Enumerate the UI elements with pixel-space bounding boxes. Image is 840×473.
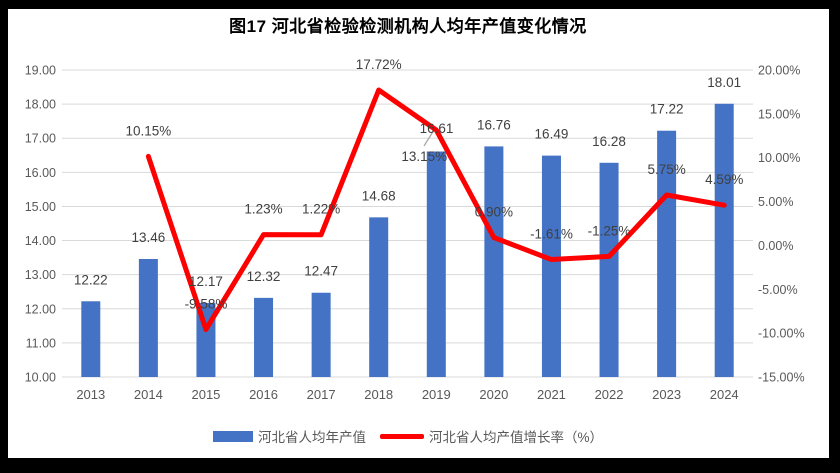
left-axis-tick: 12.00: [25, 302, 56, 316]
right-axis-tick: -15.00%: [758, 371, 805, 385]
bar-value-label: 12.17: [189, 274, 223, 289]
bar-value-label: 16.61: [420, 121, 454, 136]
label-leader-line: [423, 129, 435, 147]
right-axis-tick: 15.00%: [758, 107, 800, 121]
bar-value-label: 16.49: [535, 127, 569, 142]
bar-value-label: 14.68: [362, 188, 396, 203]
bar-series-swatch-icon: [212, 430, 253, 442]
bar: [138, 258, 158, 377]
bar-value-label: 17.22: [650, 102, 684, 117]
growth-value-label: 17.72%: [356, 57, 402, 72]
bar: [541, 155, 561, 377]
bar: [254, 297, 274, 377]
growth-value-label: 0.90%: [475, 205, 513, 220]
bar: [369, 217, 389, 377]
bar-value-label: 18.01: [707, 75, 741, 90]
left-axis-tick: 16.00: [25, 166, 56, 180]
bar: [484, 146, 504, 377]
x-axis-label: 2022: [595, 387, 624, 402]
left-axis-tick: 13.00: [25, 268, 56, 282]
bar-value-label: 16.28: [592, 134, 626, 149]
x-axis-label: 2017: [307, 387, 336, 402]
x-axis-label: 2013: [76, 387, 105, 402]
bar: [599, 162, 619, 377]
x-axis-label: 2014: [134, 387, 163, 402]
growth-value-label: 13.15%: [401, 149, 447, 164]
x-axis-label: 2018: [364, 387, 393, 402]
growth-line: [145, 87, 727, 332]
left-axis-tick: 14.00: [25, 234, 56, 248]
left-axis-tick: 15.00: [25, 200, 56, 214]
bar: [714, 103, 734, 378]
right-axis-tick: -10.00%: [758, 327, 805, 341]
left-axis-tick: 18.00: [25, 98, 56, 112]
x-axis-label: 2016: [249, 387, 278, 402]
legend-item-bar-series: 河北省人均年产值: [212, 426, 366, 446]
line-series-swatch-icon: [379, 433, 424, 439]
right-axis-tick: 20.00%: [758, 64, 800, 78]
bar-value-label: 16.76: [477, 117, 511, 132]
bar-value-label: 13.46: [131, 230, 165, 245]
left-axis-tick: 17.00: [25, 132, 56, 146]
x-axis-label: 2020: [479, 387, 508, 402]
growth-value-label: 1.22%: [302, 202, 340, 217]
left-axis-tick: 10.00: [25, 371, 56, 385]
growth-value-label: -9.58%: [185, 296, 228, 311]
left-axis-tick: 11.00: [26, 336, 56, 350]
right-axis-tick: 0.00%: [758, 239, 793, 253]
left-axis-tick: 19.00: [25, 64, 56, 78]
right-axis-tick: 5.00%: [758, 195, 793, 209]
bar-value-label: 12.47: [304, 264, 338, 279]
x-axis-label: 2024: [710, 387, 739, 402]
bar: [426, 151, 446, 377]
bar: [657, 130, 677, 377]
legend: 河北省人均年产值 河北省人均产值增长率（%）: [0, 426, 816, 446]
bar: [81, 301, 101, 377]
x-axis-label: 2015: [191, 387, 220, 402]
chart-title: 图17 河北省检验检测机构人均年产值变化情况: [229, 17, 587, 36]
bar: [311, 292, 331, 377]
x-axis-label: 2021: [537, 387, 566, 402]
growth-value-label: -1.25%: [588, 223, 631, 238]
bar-value-label: 12.22: [74, 272, 108, 287]
legend-label-line-series: 河北省人均产值增长率（%）: [428, 430, 603, 445]
growth-value-label: 10.15%: [125, 123, 171, 138]
x-axis-label: 2023: [652, 387, 681, 402]
legend-label-bar-series: 河北省人均年产值: [257, 430, 366, 445]
x-axis-label: 2019: [422, 387, 451, 402]
growth-value-label: 1.23%: [244, 202, 282, 217]
bar-value-label: 12.32: [247, 269, 281, 284]
right-axis-tick: 10.00%: [758, 151, 800, 165]
growth-value-label: 4.59%: [705, 172, 743, 187]
growth-value-label: 5.75%: [647, 162, 685, 177]
legend-item-line-series: 河北省人均产值增长率（%）: [379, 426, 603, 446]
right-axis-tick: -5.00%: [758, 283, 798, 297]
growth-value-label: -1.61%: [530, 227, 573, 242]
